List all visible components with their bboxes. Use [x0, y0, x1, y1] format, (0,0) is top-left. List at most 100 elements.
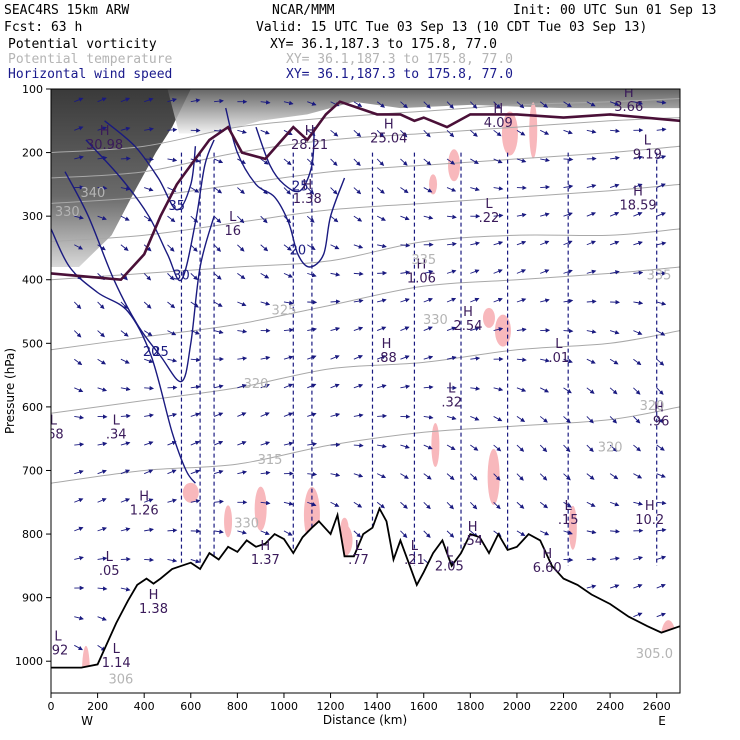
wind-vector: [470, 386, 481, 391]
wind-vector: [330, 412, 341, 418]
wind-vector: [306, 187, 315, 195]
wind-vector: [609, 330, 620, 335]
wind-contour-25: [64, 171, 215, 383]
wind-vector: [74, 387, 84, 393]
y-tick-label: 100: [22, 83, 43, 96]
wind-vector: [97, 358, 107, 365]
wind-vector: [97, 244, 106, 251]
extremum-marker: L: [113, 642, 121, 657]
wind-vector: [167, 412, 178, 418]
wind-vector: [120, 441, 131, 446]
wind-vector: [656, 358, 665, 366]
field-xy-pv: XY= 36.1,187.3 to 175.8, 77.0: [270, 37, 497, 52]
wind-vector: [586, 416, 594, 424]
wind-vector: [656, 301, 667, 306]
wind-vector: [376, 501, 385, 509]
wind-vector: [120, 386, 131, 392]
wind-vector: [586, 584, 597, 589]
wind-vector: [283, 530, 293, 536]
wind-vector: [400, 384, 411, 389]
direction-west: W: [81, 714, 93, 728]
direction-east: E: [658, 714, 666, 728]
extremum-marker: L: [54, 629, 62, 644]
wind-vector: [586, 358, 596, 364]
wind-vector: [609, 240, 620, 246]
wind-vector: [516, 101, 525, 109]
wind-vector: [214, 98, 224, 104]
wind-vector: [633, 100, 643, 106]
wind-vector: [120, 156, 131, 161]
field-name-wind: Horizontal wind speed: [8, 67, 172, 82]
wind-vector: [74, 155, 84, 160]
wind-vector: [353, 129, 362, 137]
extremum-value: 4.09: [484, 116, 513, 131]
wind-vector: [493, 297, 503, 303]
wind-vector: [144, 385, 155, 391]
extremum-value: 16: [224, 224, 241, 239]
wind-vector: [376, 326, 387, 332]
wind-vector: [609, 211, 620, 217]
wind-vector: [144, 469, 154, 475]
terrain: [51, 506, 680, 693]
wind-vector: [237, 244, 245, 252]
wind-vector: [97, 469, 107, 475]
wind-vector: [283, 300, 294, 306]
theta-label: 335: [411, 253, 436, 268]
wind-vector: [400, 215, 410, 221]
wind-vector: [353, 326, 364, 332]
extremum-value: 30.98: [86, 138, 123, 153]
wind-vector: [330, 501, 340, 507]
wind-vector: [283, 412, 294, 417]
wind-vector: [656, 473, 666, 478]
theta-label: 330: [234, 517, 259, 532]
x-tick-label: 2600: [643, 700, 671, 713]
wind-vector: [260, 470, 271, 476]
wind-vector: [656, 387, 664, 395]
wind-vector: [656, 241, 667, 246]
wind-vector: [563, 387, 572, 394]
extremum-value: 2.05: [435, 560, 464, 575]
wind-vector: [330, 215, 339, 223]
wind-vector: [97, 498, 107, 503]
wind-vector: [283, 383, 294, 389]
extremum-marker: H: [463, 305, 473, 320]
wind-vector: [656, 500, 667, 506]
wind-vector: [97, 441, 108, 447]
theta-contour-345: [51, 117, 680, 179]
wind-vector: [353, 298, 364, 304]
wind-vector: [540, 387, 550, 393]
wind-vector: [237, 273, 246, 280]
wind-contour-label: 35: [169, 199, 186, 214]
wind-vector: [143, 215, 153, 222]
wind-vector: [540, 240, 550, 246]
wind-vector: [376, 355, 387, 360]
extremum-H: H1.26: [130, 490, 159, 519]
wind-vector: [586, 473, 595, 480]
wind-vector: [190, 498, 201, 504]
wind-vector: [633, 387, 641, 395]
wind-vector: [120, 330, 129, 337]
wind-vector: [540, 157, 550, 163]
wind-vector: [144, 156, 155, 162]
wind-vector: [633, 444, 642, 452]
model-title: SEAC4RS 15km ARW: [4, 3, 129, 18]
wind-vector: [97, 126, 107, 131]
wind-vector: [423, 473, 432, 480]
wind-vector: [609, 501, 620, 507]
theta-contour-335: [51, 183, 680, 243]
wind-vector: [423, 158, 432, 166]
wind-vector: [260, 441, 271, 446]
extremum-marker: L: [355, 539, 363, 554]
wind-vector: [283, 272, 293, 278]
wind-vector: [610, 556, 620, 561]
x-tick-label: 1600: [410, 700, 438, 713]
wind-contour-35: [104, 120, 197, 211]
wind-vector: [423, 130, 431, 138]
extremum-marker: L: [448, 382, 456, 397]
wind-vector: [283, 215, 292, 224]
wind-vector: [516, 269, 527, 274]
extremum-marker: L: [50, 413, 58, 428]
wind-contour-label: 25: [292, 180, 309, 195]
extremum-marker: L: [113, 413, 121, 428]
field-name-theta: Potential temperature: [8, 52, 173, 67]
